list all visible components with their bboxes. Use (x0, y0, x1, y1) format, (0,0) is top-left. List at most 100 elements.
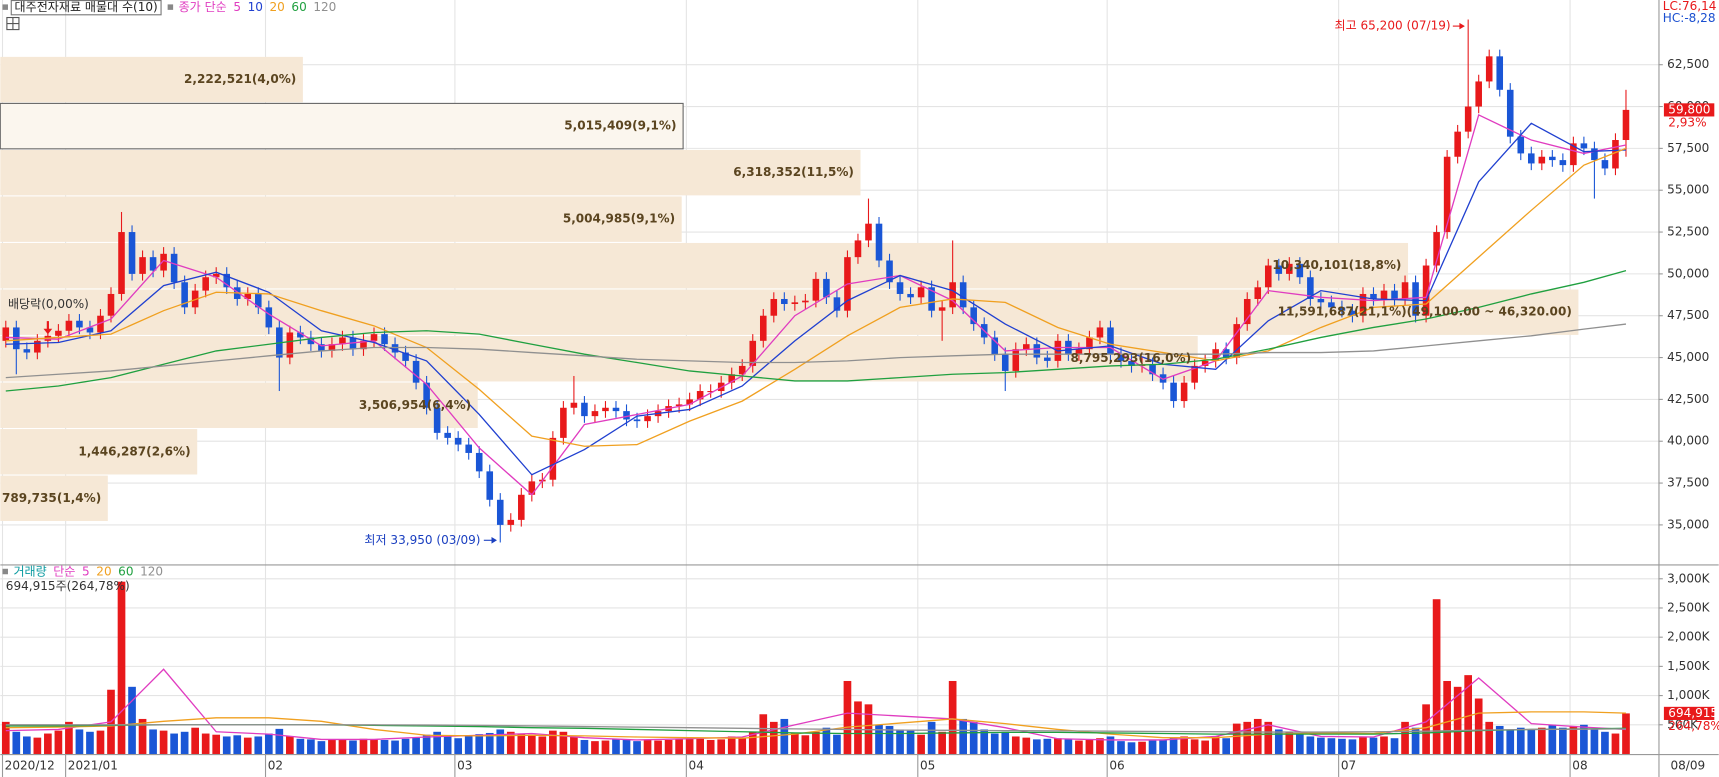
candle-body (465, 444, 472, 453)
candle-body (139, 257, 146, 274)
volume-bar (1622, 713, 1630, 754)
volume-bar (885, 725, 894, 754)
low-label: 최저 33,950 (03/09) (364, 533, 480, 547)
y-tick-label: 45,000 (1667, 350, 1709, 364)
candle-body (1517, 136, 1525, 154)
volume-profile-layer (0, 56, 1579, 522)
volume-bar (1453, 686, 1462, 754)
candle-body (55, 330, 62, 336)
candle-body (23, 349, 31, 353)
legend-item[interactable]: 5 (82, 565, 90, 579)
y-tick-label: 500K (1667, 717, 1699, 731)
volume-bar (517, 733, 526, 754)
legend-item[interactable]: 120 (140, 565, 163, 579)
candle-body (802, 300, 809, 303)
volume-bar (1548, 724, 1557, 754)
ma-line (5, 269, 1627, 392)
candle-body (1233, 324, 1240, 358)
price-tag-label: 59,800 (1668, 102, 1710, 116)
candle-body (781, 298, 788, 305)
volume-bar (1464, 675, 1473, 754)
volume-bar (1211, 736, 1220, 754)
high-label: 최고 65,200 (07/19) (1335, 19, 1451, 33)
profile-bar (0, 382, 478, 428)
candle-body (1591, 148, 1598, 161)
volume-bar (1201, 740, 1209, 754)
y-tick-label: 1,000K (1667, 688, 1710, 702)
volume-bar (664, 739, 673, 754)
candle-body (254, 293, 262, 308)
x-tick-label: 06 (1109, 759, 1124, 773)
volume-bar (570, 736, 578, 754)
volume-bar (1359, 736, 1367, 754)
volume-bar (1306, 736, 1315, 754)
candle-body (791, 302, 799, 305)
legend-item[interactable]: 5 (233, 0, 241, 14)
candle-body (686, 399, 693, 405)
profile-label: 789,735(1,4%) (2, 491, 101, 505)
volume-bar (475, 734, 484, 754)
candle-body (1359, 293, 1367, 316)
volume-bar (1243, 721, 1252, 754)
volume-bar (496, 729, 505, 754)
x-tick-label: 07 (1341, 759, 1356, 773)
ma-line (5, 724, 1626, 733)
candle-body (297, 332, 304, 338)
candle-body (1286, 263, 1293, 274)
candle-body (118, 232, 125, 294)
candle-body (770, 298, 778, 316)
volume-bar (759, 714, 768, 754)
profile-label: 6,318,352(11,5%) (733, 165, 854, 179)
volume-bar (833, 734, 841, 754)
volume-bar (212, 734, 221, 754)
event-label: 배당락(0,00%) (8, 297, 89, 311)
candle-body (949, 282, 956, 308)
legend-title[interactable]: 거래량 (13, 565, 46, 579)
profile-bar (0, 429, 198, 475)
volume-bar (1411, 727, 1420, 754)
volume-bar (22, 736, 31, 754)
marks-layer (1, 19, 1630, 754)
volume-bar (433, 731, 441, 754)
legend-item[interactable]: 20 (96, 565, 111, 579)
volume-bar (948, 680, 957, 754)
volume-bar (1338, 738, 1346, 754)
legend-item[interactable]: 10 (248, 0, 263, 14)
candle-body (454, 437, 462, 445)
volume-bar (980, 729, 989, 754)
candle-body (1128, 360, 1135, 366)
candle-body (1264, 265, 1272, 288)
volume-bar (875, 724, 883, 754)
legend-item[interactable]: 120 (313, 0, 336, 14)
candle-body (1191, 365, 1198, 383)
volume-bar (1601, 731, 1609, 754)
high-arrow-head (1459, 22, 1465, 30)
candle-body (1528, 153, 1535, 164)
candle-body (412, 360, 420, 383)
legend-title[interactable]: 종가 단순 (179, 0, 227, 14)
profile-label: 8,795,293(16,0%) (1070, 351, 1191, 365)
candle-body (1296, 263, 1304, 278)
volume-bar (1432, 599, 1441, 754)
candle-body (1023, 344, 1030, 350)
y-tick-label: 57,500 (1667, 141, 1709, 155)
volume-bar (1569, 725, 1578, 754)
x-tick-label: 02 (268, 759, 283, 773)
legend-item[interactable]: 60 (291, 0, 306, 14)
candle-body (1170, 382, 1177, 402)
legend-item[interactable]: 60 (118, 565, 133, 579)
volume-bar (1537, 727, 1546, 754)
candle-body (265, 307, 273, 328)
candle-body (444, 432, 451, 438)
volume-bar (801, 735, 810, 754)
candle-body (170, 253, 178, 283)
legend-item[interactable]: 20 (270, 0, 285, 14)
volume-bar (275, 728, 284, 754)
candle-body (1201, 360, 1209, 366)
volume-bar (359, 738, 368, 754)
candle-body (549, 437, 557, 480)
volume-bar (559, 731, 568, 754)
volume-bar (191, 727, 199, 754)
candle-body (1506, 89, 1514, 137)
candle-body (223, 273, 231, 288)
